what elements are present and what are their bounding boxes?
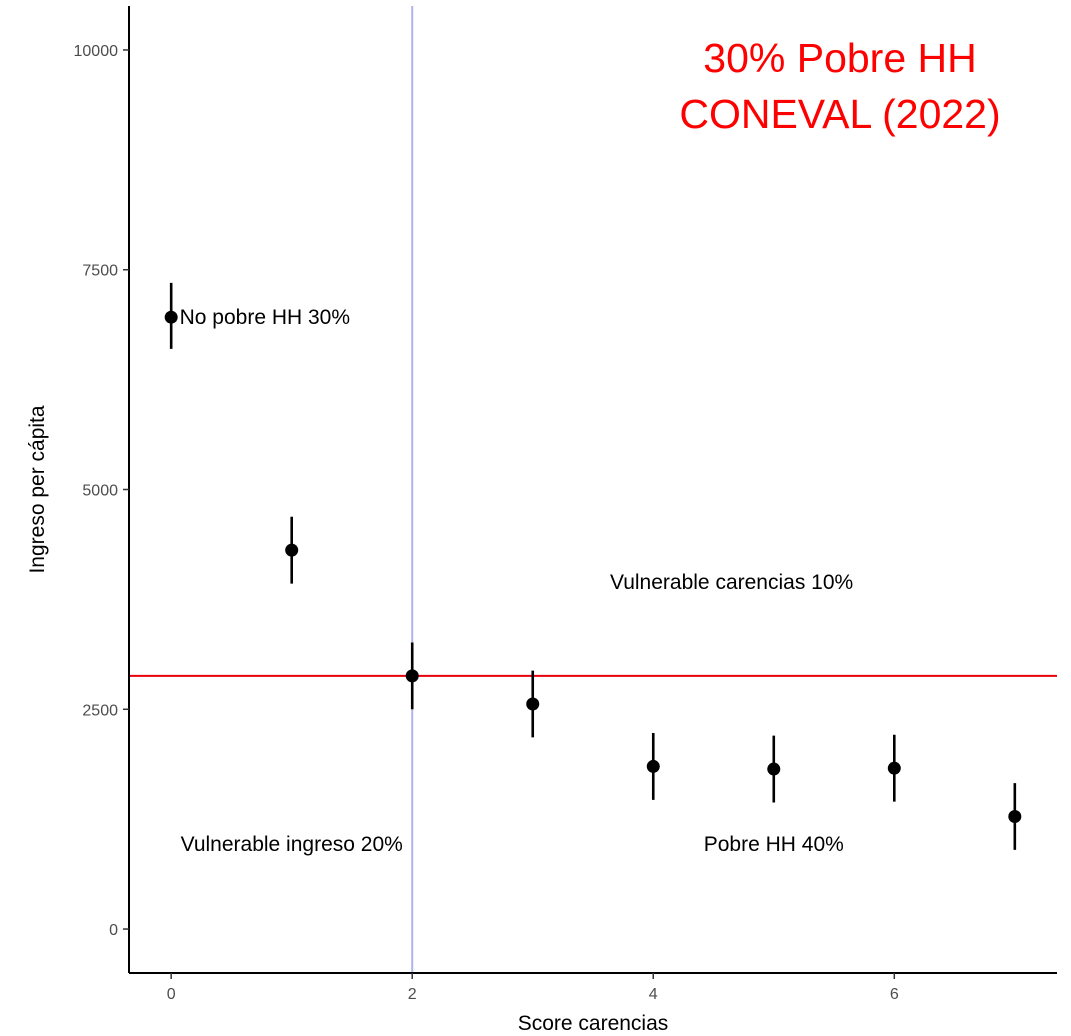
- data-point: [526, 697, 540, 711]
- data-point: [1008, 810, 1022, 824]
- x-tick-label: 4: [649, 986, 658, 1003]
- y-tick-label: 0: [109, 922, 118, 939]
- region-annotation: No pobre HH 30%: [180, 306, 350, 329]
- y-tick-label: 2500: [82, 702, 118, 719]
- x-tick-label: 2: [408, 986, 417, 1003]
- reference-lines: [129, 6, 1057, 973]
- y-tick-label: 10000: [74, 43, 119, 60]
- region-annotation: Pobre HH 40%: [704, 833, 844, 856]
- region-annotation: Vulnerable carencias 10%: [610, 571, 853, 594]
- chart-title-line-1: 30% Pobre HH: [703, 35, 976, 81]
- annotations: No pobre HH 30% Vulnerable carencias 10% V…: [180, 306, 854, 856]
- data-point: [767, 762, 781, 776]
- data-point: [646, 759, 660, 773]
- data-point: [285, 543, 299, 557]
- data-point: [405, 669, 419, 683]
- x-axis-title: Score carencias: [518, 1012, 669, 1035]
- data-point: [164, 310, 178, 324]
- x-tick-label: 0: [167, 986, 176, 1003]
- data-point: [887, 761, 901, 775]
- y-tick-label: 5000: [82, 483, 118, 500]
- y-axis-title: Ingreso per cápita: [26, 405, 49, 573]
- x-tick-label: 6: [890, 986, 899, 1003]
- data-points: [164, 282, 1022, 850]
- region-annotation: Vulnerable ingreso 20%: [181, 833, 403, 856]
- x-ticks: 0 2 4 6: [167, 973, 899, 1003]
- axes: 0 2 4 6 0 2500 5000 7500 10000: [74, 6, 1057, 1003]
- y-tick-label: 7500: [82, 263, 118, 280]
- chart-title-line-2: CONEVAL (2022): [679, 91, 1000, 137]
- y-ticks: 0 2500 5000 7500 10000: [74, 43, 129, 939]
